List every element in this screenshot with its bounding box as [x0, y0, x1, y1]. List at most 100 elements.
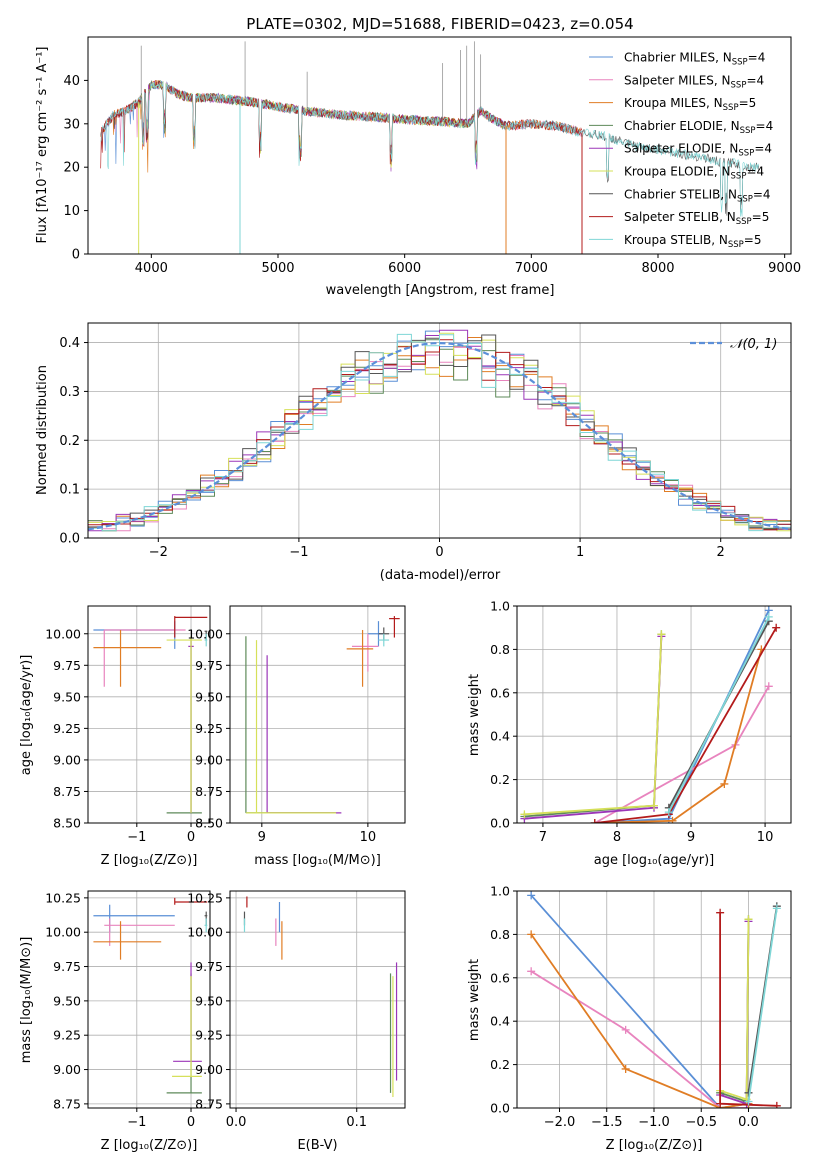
xlabel: Z [log₁₀(Z/Z⊙)] [101, 853, 198, 868]
legend-label: Kroupa MILES, NSSP=5 [624, 96, 756, 113]
ytick-label: 0.8 [490, 927, 510, 942]
weight-marker [716, 908, 725, 917]
errorbar-point [93, 921, 162, 960]
xtick-label: −1.5 [591, 1115, 623, 1130]
spectrum-xtick-label: 8000 [641, 261, 674, 276]
ytick-label: 0.2 [490, 772, 510, 787]
weight-line [524, 634, 663, 818]
ytick-label: 0.8 [490, 642, 510, 657]
xtick-label: 9 [258, 830, 266, 845]
weight-line [530, 894, 749, 1108]
ytick-label: 0.6 [490, 970, 510, 985]
weight-marker [590, 819, 599, 823]
xtick-label: 8 [613, 830, 621, 845]
residuals-ytick-label: 0.1 [59, 483, 80, 498]
spectrum-ylabel: Flux [fλ10⁻¹⁷ erg cm⁻² s⁻¹ A⁻¹] [35, 47, 50, 244]
residuals-xtick-label: 0 [435, 545, 443, 560]
weight-marker [621, 1064, 630, 1073]
xtick-label: −1 [127, 830, 146, 845]
mass-vs-ebv-panel: 0.0 0.1 8.75 9.00 9.25 9.50 9.75 10.00 10.25 E(B-… [187, 890, 406, 1153]
ytick-label: 9.25 [53, 1028, 81, 1043]
weight-marker [744, 1097, 753, 1106]
errorbar-point [346, 629, 374, 687]
residuals-xtick-label: −1 [289, 545, 308, 560]
residuals-ytick-label: 0.0 [59, 532, 80, 547]
ytick-label: 10.00 [45, 626, 81, 641]
legend-label: Kroupa ELODIE, NSSP=4 [624, 165, 764, 182]
weight-marker [764, 612, 773, 621]
ytick-label: 9.00 [53, 1062, 81, 1077]
ytick-label: 9.75 [53, 658, 81, 673]
weight-marker [716, 1099, 725, 1108]
errorbar-point [93, 904, 175, 933]
residuals-legend: 𝒩(0, 1) [690, 337, 777, 352]
weight-marker [720, 779, 729, 788]
spectrum-xlabel: wavelength [Angstrom, rest frame] [326, 283, 555, 298]
ytick-label: 9.50 [53, 993, 81, 1008]
weight-line [530, 970, 749, 1108]
errorbar-point [389, 616, 400, 638]
weight-marker [650, 801, 658, 810]
weight-marker [520, 810, 529, 819]
ytick-label: 9.00 [195, 752, 223, 767]
errorbar-point [266, 655, 342, 814]
weight-marker [527, 891, 536, 900]
weight-marker [772, 904, 781, 913]
weight-marker [621, 1025, 630, 1034]
xlabel: E(B-V) [297, 1138, 337, 1153]
errorbar-point [351, 633, 379, 672]
ylabel: mass weight [467, 674, 482, 756]
weight-marker [657, 630, 666, 639]
weight-line [747, 908, 778, 1102]
spectrum-xtick-label: 6000 [388, 261, 421, 276]
ytick-label: 9.00 [195, 1062, 223, 1077]
ytick-label: 0.6 [490, 685, 510, 700]
weight-line [667, 616, 770, 813]
xtick-label: 10 [360, 830, 377, 845]
legend-label: Chabrier STELIB, NSSP=4 [624, 187, 771, 204]
ytick-label: 9.00 [53, 752, 81, 767]
residuals-ylabel: Normed distribution [35, 365, 50, 495]
weight-marker [744, 915, 753, 924]
age-vs-mass-panel: 9 10 8.50 8.75 9.00 9.25 9.50 9.75 10.00 mass [lo… [187, 605, 406, 868]
weight-marker [664, 808, 673, 817]
legend-label: Salpeter ELODIE, NSSP=4 [624, 142, 772, 159]
xtick-label: 0.1 [346, 1115, 367, 1130]
errorbar-point [93, 621, 176, 649]
errorbar-point [245, 640, 337, 814]
weight-line [594, 649, 763, 823]
residuals-xtick-label: −2 [149, 545, 168, 560]
ytick-label: 9.50 [195, 993, 223, 1008]
ytick-label: 8.75 [195, 784, 223, 799]
xtick-label: 0 [187, 1115, 195, 1130]
residuals-ytick-label: 0.2 [59, 434, 80, 449]
ytick-label: 8.75 [195, 1096, 223, 1111]
errorbar-point [378, 633, 390, 647]
weight-marker [772, 623, 781, 632]
xtick-label: −2.0 [544, 1115, 576, 1130]
ytick-label: 10.00 [45, 925, 81, 940]
errorbar-point [103, 629, 186, 687]
spectrum-ytick-label: 0 [72, 248, 80, 263]
ylabel: age [log₁₀(age/yr)] [19, 655, 34, 776]
ytick-label: 0.0 [490, 816, 510, 831]
ytick-label: 8.50 [195, 816, 223, 831]
mass-vs-z-panel: −1 0 8.75 9.00 9.25 9.50 9.75 10.00 10.25 Z [log₁… [19, 890, 211, 1153]
legend-label: Chabrier ELODIE, NSSP=4 [624, 119, 773, 136]
ytick-label: 9.75 [195, 959, 223, 974]
spectrum-ytick-label: 40 [63, 74, 80, 89]
ytick-label: 1.0 [490, 884, 510, 899]
residuals-histogram [88, 333, 791, 532]
errorbar-point [204, 633, 208, 647]
residuals-ytick-label: 0.3 [59, 385, 80, 400]
xtick-label: 0 [187, 830, 195, 845]
ytick-label: 9.50 [195, 689, 223, 704]
ytick-label: 10.00 [187, 626, 223, 641]
xtick-label: 0.0 [738, 1115, 759, 1130]
xtick-label: 7 [539, 830, 547, 845]
weight-marker [764, 682, 773, 691]
errorbar-point [166, 636, 202, 813]
errorbar-point [174, 616, 208, 638]
errorbar-point [174, 897, 208, 905]
weight-line [594, 685, 770, 823]
